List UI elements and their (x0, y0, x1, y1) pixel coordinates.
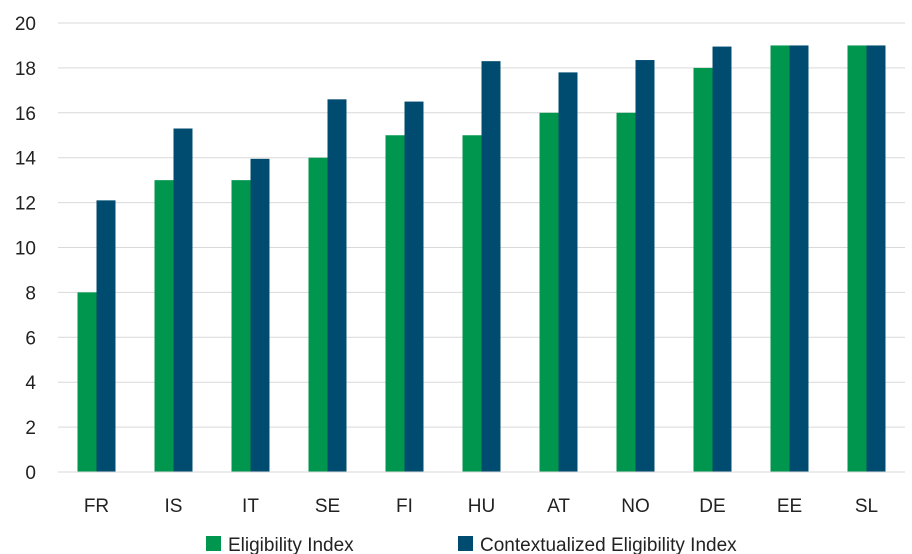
y-tick-label: 4 (25, 373, 36, 394)
y-tick-label: 16 (15, 104, 36, 125)
x-tick-label: SE (315, 496, 340, 517)
x-tick-label: NO (621, 496, 650, 517)
bar-contextualized-eligibility-index-it (250, 158, 270, 472)
bar-contextualized-eligibility-index-sl (866, 45, 886, 472)
legend: Eligibility Index Contextualized Eligibil… (206, 535, 737, 554)
bar-contextualized-eligibility-index-se (327, 99, 347, 472)
x-tick-label: AT (547, 496, 570, 517)
y-tick-label: 6 (25, 328, 36, 349)
bar-contextualized-eligibility-index-de (712, 46, 732, 472)
y-tick-label: 12 (15, 194, 36, 215)
x-tick-label: HU (468, 496, 495, 517)
legend-swatch (458, 536, 473, 551)
bar-eligibility-index-sl (847, 45, 867, 472)
y-axis-tick-labels: 0 2 4 6 8 10 12 14 16 18 20 (15, 14, 37, 484)
bar-eligibility-index-se (308, 157, 328, 472)
x-tick-label: IS (165, 496, 183, 517)
bar-contextualized-eligibility-index-hu (481, 61, 501, 472)
bar-contextualized-eligibility-index-at (558, 72, 578, 472)
bar-contextualized-eligibility-index-no (635, 60, 655, 472)
bar-contextualized-eligibility-index-ee (789, 45, 809, 472)
y-tick-label: 0 (25, 463, 36, 484)
x-tick-label: EE (777, 496, 802, 517)
x-tick-label: DE (699, 496, 725, 517)
y-tick-label: 18 (15, 59, 36, 80)
legend-label: Contextualized Eligibility Index (480, 535, 737, 554)
bar-eligibility-index-hu (462, 135, 482, 472)
bar-eligibility-index-no (616, 112, 636, 473)
x-axis-tick-labels: FR IS IT SE FI HU AT NO DE EE SL (84, 496, 878, 517)
x-tick-label: FR (84, 496, 109, 517)
x-tick-label: SL (855, 496, 878, 517)
bars (77, 45, 886, 473)
bar-contextualized-eligibility-index-fi (404, 101, 424, 472)
bar-eligibility-index-is (154, 180, 174, 472)
y-tick-label: 10 (15, 239, 36, 260)
bar-eligibility-index-at (539, 112, 559, 473)
bar-eligibility-index-fr (77, 292, 97, 472)
bar-contextualized-eligibility-index-is (173, 128, 193, 472)
bar-eligibility-index-de (693, 67, 713, 473)
legend-label: Eligibility Index (228, 535, 354, 554)
x-tick-label: FI (396, 496, 413, 517)
y-tick-label: 8 (25, 283, 36, 304)
bar-eligibility-index-it (231, 180, 251, 472)
bar-eligibility-index-fi (385, 135, 405, 472)
x-tick-label: IT (242, 496, 259, 517)
y-tick-label: 2 (25, 418, 36, 439)
bar-contextualized-eligibility-index-fr (96, 200, 116, 473)
legend-swatch (206, 536, 221, 551)
y-tick-label: 14 (15, 149, 37, 170)
bar-eligibility-index-ee (770, 45, 790, 472)
y-tick-label: 20 (15, 14, 36, 35)
